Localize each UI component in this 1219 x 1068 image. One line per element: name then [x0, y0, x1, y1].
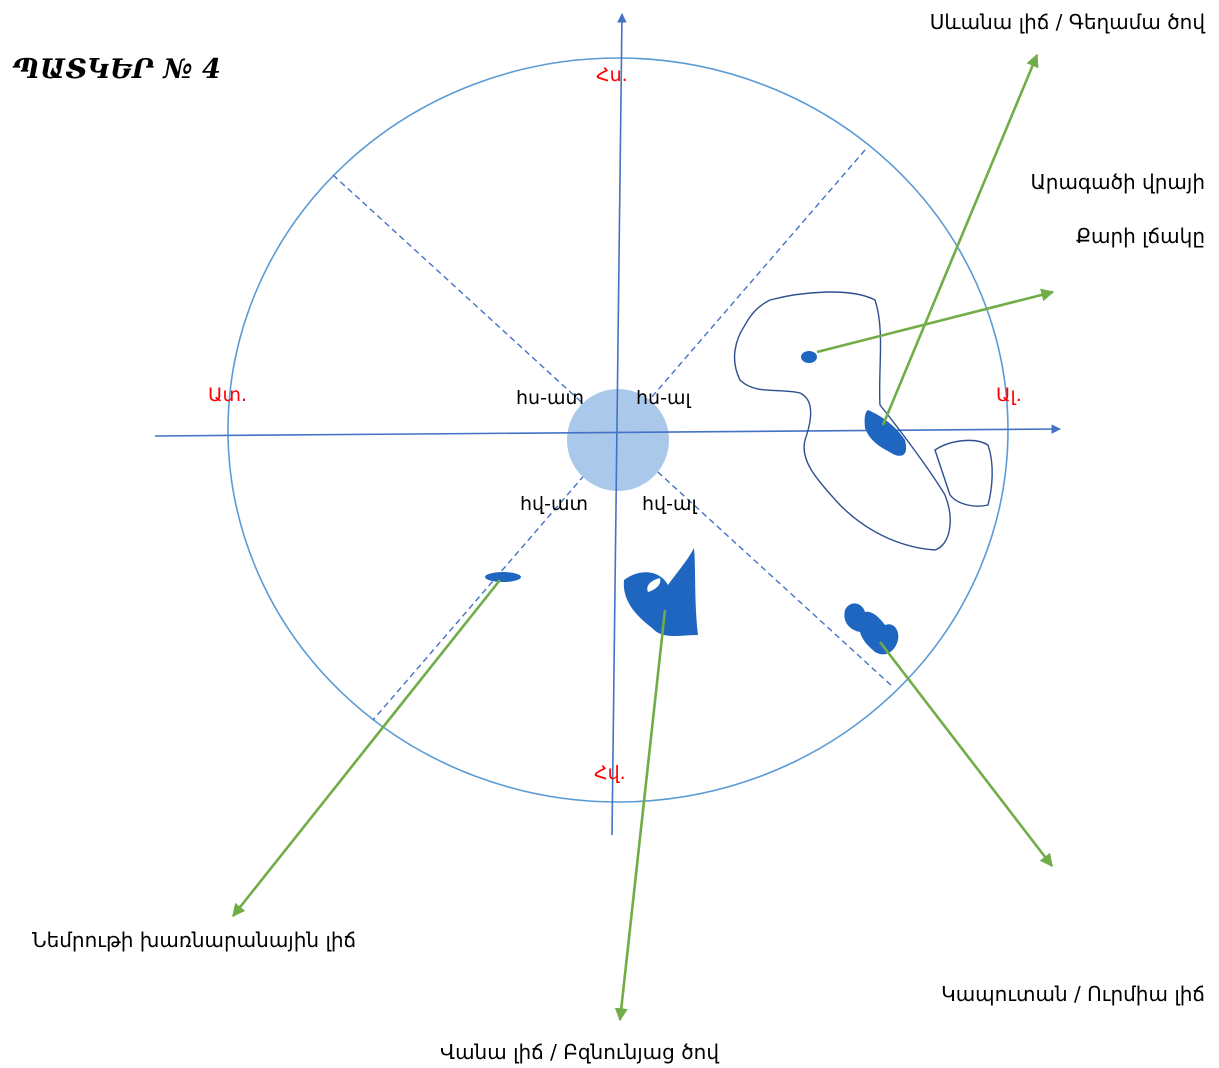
- center-disc: [567, 389, 669, 491]
- west-label: Ատ.: [208, 384, 248, 406]
- nemrut-lake-shape: [485, 572, 521, 582]
- sw-label: հվ-ատ: [520, 493, 588, 515]
- south-label: Հվ.: [594, 762, 626, 784]
- diagonal-nw-se: [332, 174, 894, 688]
- kaputan-label: Կապուտան / Ուրմիա լիճ: [941, 982, 1205, 1006]
- stone-lake-label-line1: Արագածի վրայի: [1030, 170, 1205, 194]
- sevan-label: Սևանա լիճ / Գեղամա ծով: [929, 10, 1205, 34]
- stone-lake-label-line2: Քարի լճակը: [1075, 224, 1205, 248]
- nw-label: հս-ատ: [516, 387, 584, 409]
- stone-lake-shape: [801, 351, 817, 363]
- ew-axis: [154, 424, 1061, 437]
- van-arrow: [614, 609, 667, 1022]
- sevan-lake-shape: [864, 410, 907, 456]
- van-lake-shape: [623, 548, 698, 637]
- ne-label: հս-ալ: [636, 387, 691, 409]
- kaputan-arrow: [878, 641, 1054, 868]
- diagonal-ne-sw: [372, 149, 866, 721]
- stone-lake-arrow: [816, 288, 1055, 354]
- se-label: հվ-ալ: [642, 493, 697, 515]
- kaputan-lake-shape: [844, 603, 899, 655]
- nemrut-label: Նեմրութի խառնարանային լիճ: [32, 928, 357, 952]
- east-label: Ալ.: [996, 384, 1022, 406]
- figure-title: ՊԱՏԿԵՐ № 4: [12, 54, 221, 85]
- north-label: Հս.: [596, 64, 628, 86]
- sevan-outline-shape: [733, 291, 951, 551]
- small-outline-shape: [934, 439, 993, 507]
- sevan-arrow: [881, 53, 1039, 426]
- ns-axis: [611, 13, 627, 836]
- nemrut-arrow: [231, 579, 502, 918]
- van-label: Վանա լիճ / Բզնունյաց ծով: [440, 1040, 719, 1064]
